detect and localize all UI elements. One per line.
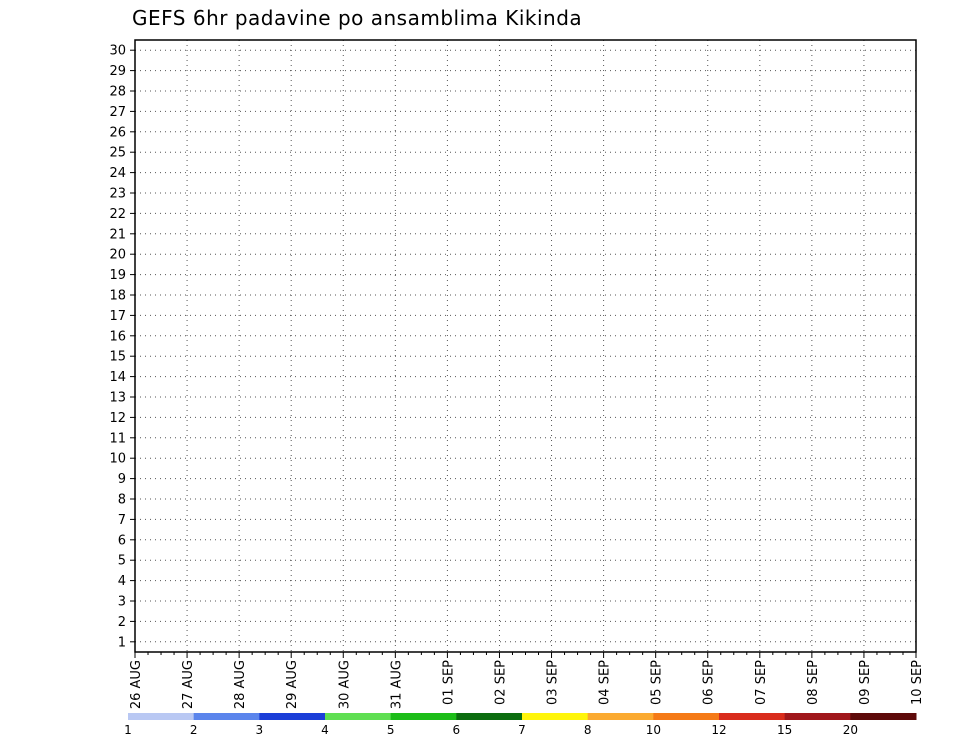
y-tick-label: 30 xyxy=(109,44,126,59)
legend-label: 6 xyxy=(453,723,461,737)
chart-title: GEFS 6hr padavine po ansamblima Kikinda xyxy=(132,6,583,30)
y-tick-label: 24 xyxy=(109,166,126,181)
y-tick-label: 15 xyxy=(109,350,126,365)
legend-swatch xyxy=(587,713,654,720)
x-tick-label: 09 SEP xyxy=(858,660,873,705)
legend-label: 15 xyxy=(777,723,792,737)
x-tick-label: 29 AUG xyxy=(285,660,300,709)
x-tick-label: 10 SEP xyxy=(910,660,925,705)
y-tick-label: 25 xyxy=(109,146,126,161)
y-tick-label: 21 xyxy=(109,227,126,242)
legend-swatch xyxy=(784,713,851,720)
legend-label: 8 xyxy=(584,723,592,737)
x-tick-label: 04 SEP xyxy=(598,660,613,705)
x-tick-label: 26 AUG xyxy=(129,660,144,709)
y-tick-label: 17 xyxy=(109,309,126,324)
legend-swatch xyxy=(390,713,457,720)
legend-swatch xyxy=(850,713,917,720)
y-tick-label: 14 xyxy=(109,370,126,385)
y-tick-label: 23 xyxy=(109,187,126,202)
legend-swatch xyxy=(456,713,523,720)
legend-swatch xyxy=(719,713,786,720)
y-tick-label: 7 xyxy=(118,513,126,528)
x-tick-label: 05 SEP xyxy=(650,660,665,705)
legend-label: 10 xyxy=(646,723,661,737)
y-tick-label: 16 xyxy=(109,329,126,344)
legend-label: 20 xyxy=(843,723,858,737)
x-tick-label: 03 SEP xyxy=(546,660,561,705)
legend-swatch xyxy=(259,713,326,720)
y-tick-label: 8 xyxy=(118,493,126,508)
x-tick-label: 07 SEP xyxy=(754,660,769,705)
y-tick-label: 29 xyxy=(109,64,126,79)
y-tick-label: 5 xyxy=(118,554,126,569)
y-tick-label: 19 xyxy=(109,268,126,283)
x-tick-label: 27 AUG xyxy=(181,660,196,709)
x-tick-label: 08 SEP xyxy=(806,660,821,705)
x-tick-label: 31 AUG xyxy=(389,660,404,709)
y-tick-label: 20 xyxy=(109,248,126,263)
legend-label: 5 xyxy=(387,723,395,737)
y-tick-label: 26 xyxy=(109,125,126,140)
y-tick-label: 2 xyxy=(118,615,126,630)
y-tick-label: 28 xyxy=(109,85,126,100)
legend-label: 7 xyxy=(518,723,526,737)
x-tick-label: 28 AUG xyxy=(233,660,248,709)
x-tick-label: 02 SEP xyxy=(493,660,508,705)
legend-label: 3 xyxy=(256,723,264,737)
legend-label: 12 xyxy=(711,723,726,737)
y-tick-label: 9 xyxy=(118,472,126,487)
y-tick-label: 10 xyxy=(109,452,126,467)
legend-swatch xyxy=(653,713,720,720)
x-tick-label: 01 SEP xyxy=(441,660,456,705)
y-tick-label: 11 xyxy=(109,431,126,446)
y-tick-label: 3 xyxy=(118,595,126,610)
legend-label: 1 xyxy=(124,723,132,737)
legend-swatch xyxy=(325,713,392,720)
legend-swatch xyxy=(522,713,589,720)
y-tick-label: 12 xyxy=(109,411,126,426)
y-tick-label: 22 xyxy=(109,207,126,222)
y-tick-label: 6 xyxy=(118,533,126,548)
legend-label: 4 xyxy=(321,723,329,737)
y-tick-label: 4 xyxy=(118,574,126,589)
legend-label: 2 xyxy=(190,723,198,737)
y-tick-label: 18 xyxy=(109,289,126,304)
y-tick-label: 13 xyxy=(109,391,126,406)
legend-swatch xyxy=(193,713,260,720)
y-tick-label: 1 xyxy=(118,635,126,650)
y-tick-label: 27 xyxy=(109,105,126,120)
legend-swatch xyxy=(128,713,195,720)
x-tick-label: 30 AUG xyxy=(337,660,352,709)
x-tick-label: 06 SEP xyxy=(702,660,717,705)
